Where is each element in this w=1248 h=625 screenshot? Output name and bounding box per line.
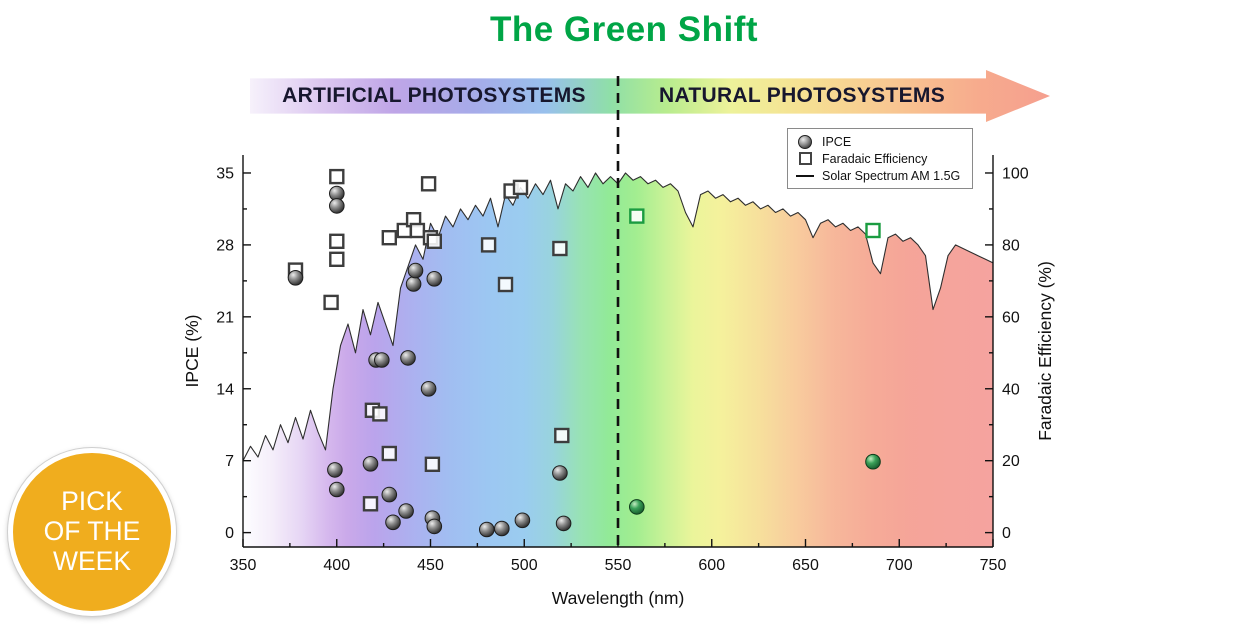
pick-of-the-week-badge: PICK OF THE WEEK bbox=[8, 448, 176, 616]
legend-label: Faradaic Efficiency bbox=[822, 151, 928, 166]
legend-item-solar-spectrum-am-1-5g: Solar Spectrum AM 1.5G bbox=[795, 168, 960, 183]
photosystems-arrow-banner: ARTIFICIAL PHOTOSYSTEMS NATURAL PHOTOSYS… bbox=[250, 70, 1050, 122]
square-marker-icon bbox=[795, 152, 815, 165]
page-title: The Green Shift bbox=[489, 10, 759, 49]
svg-text:400: 400 bbox=[323, 557, 350, 574]
svg-text:700: 700 bbox=[886, 557, 913, 574]
natural-photosystems-label: NATURAL PHOTOSYSTEMS bbox=[658, 84, 946, 107]
circle-marker-icon bbox=[795, 135, 815, 149]
svg-text:21: 21 bbox=[216, 309, 234, 326]
solar-spectrum-fill bbox=[243, 173, 993, 547]
artificial-photosystems-label: ARTIFICIAL PHOTOSYSTEMS bbox=[282, 84, 586, 107]
chart-legend: IPCE Faradaic Efficiency Solar Spectrum AM… bbox=[787, 128, 974, 189]
faradaic-efficiency-natural--points bbox=[629, 208, 881, 239]
badge-line-2: OF THE bbox=[43, 516, 141, 547]
right-y-axis-label: Faradaic Efficiency (%) bbox=[1035, 261, 1055, 441]
svg-text:500: 500 bbox=[511, 557, 538, 574]
ipce-artificial--points bbox=[287, 185, 572, 538]
badge-line-3: WEEK bbox=[52, 545, 132, 576]
svg-text:100: 100 bbox=[1002, 166, 1029, 183]
legend-label: IPCE bbox=[822, 134, 852, 149]
svg-text:0: 0 bbox=[225, 525, 234, 542]
x-axis-label: Wavelength (nm) bbox=[552, 588, 685, 608]
faradaic-efficiency-artificial--points bbox=[287, 168, 570, 512]
svg-text:650: 650 bbox=[792, 557, 819, 574]
svg-text:7: 7 bbox=[225, 453, 234, 470]
svg-text:60: 60 bbox=[1002, 309, 1020, 326]
legend-item-faradaic-efficiency: Faradaic Efficiency bbox=[795, 151, 960, 166]
svg-text:35: 35 bbox=[216, 166, 234, 183]
svg-text:0: 0 bbox=[1002, 525, 1011, 542]
svg-text:80: 80 bbox=[1002, 237, 1020, 254]
svg-text:450: 450 bbox=[417, 557, 444, 574]
legend-label: Solar Spectrum AM 1.5G bbox=[822, 168, 961, 183]
svg-text:750: 750 bbox=[980, 557, 1007, 574]
svg-text:40: 40 bbox=[1002, 381, 1020, 398]
svg-text:14: 14 bbox=[216, 381, 234, 398]
legend-item-ipce: IPCE bbox=[795, 134, 960, 149]
left-y-axis-label: IPCE (%) bbox=[182, 315, 202, 388]
line-marker-icon bbox=[795, 175, 815, 177]
svg-text:28: 28 bbox=[216, 237, 234, 254]
ipce-natural--points bbox=[629, 453, 881, 515]
solar-spectrum-line bbox=[242, 172, 994, 461]
svg-text:550: 550 bbox=[605, 557, 632, 574]
svg-text:600: 600 bbox=[698, 557, 725, 574]
svg-text:20: 20 bbox=[1002, 453, 1020, 470]
svg-text:350: 350 bbox=[230, 557, 257, 574]
badge-line-1: PICK bbox=[61, 486, 123, 517]
